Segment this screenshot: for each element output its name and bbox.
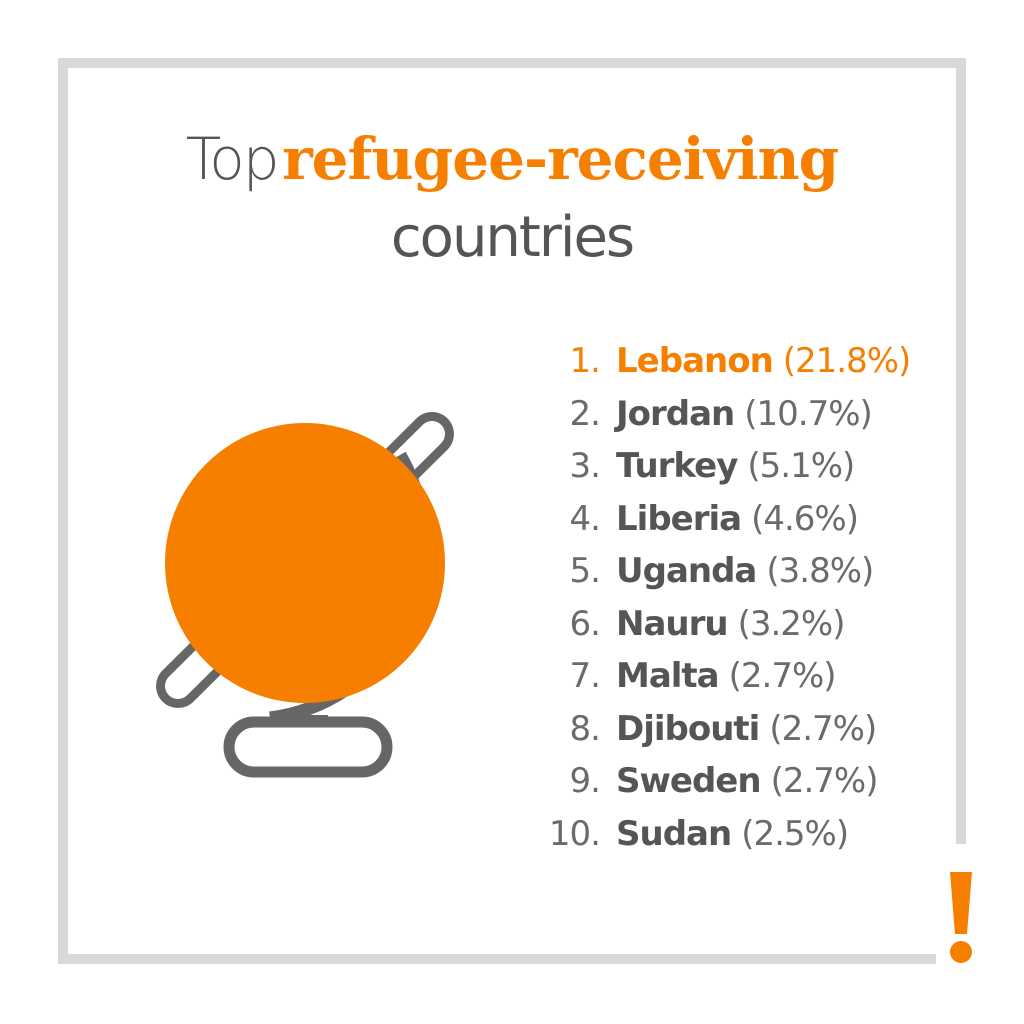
ranking-number: 4. bbox=[569, 498, 601, 539]
ranking-number: 7. bbox=[569, 656, 601, 696]
ranking-item: 8. Djibouti (2.7%) bbox=[540, 709, 910, 762]
globe-base bbox=[223, 716, 393, 778]
ranking-item: 5. Uganda (3.8%) bbox=[540, 551, 910, 604]
globe-sphere bbox=[165, 423, 445, 703]
country-name: Nauru bbox=[616, 603, 729, 644]
ranking-number: 3. bbox=[569, 446, 601, 486]
title-highlight: refugee-receiving bbox=[282, 125, 839, 193]
country-name: Malta bbox=[616, 656, 720, 696]
ranking-item: 2. Jordan (10.7%) bbox=[540, 394, 910, 447]
globe-icon bbox=[156, 412, 454, 778]
ranking-number: 9. bbox=[569, 761, 601, 801]
country-ranking-list: 1. Lebanon (21.8%) 2. Jordan (10.7%) 3. Turkey(… bbox=[540, 341, 912, 867]
country-name: Djibouti bbox=[616, 708, 760, 749]
title-line-1: Top refugee-receiving bbox=[0, 130, 1024, 202]
ranking-item: 4. Liberia (4.6%) bbox=[540, 499, 910, 552]
ranking-number: 5. bbox=[569, 551, 601, 591]
ranking-number: 6. bbox=[569, 603, 601, 644]
title-prefix: Top bbox=[185, 125, 280, 193]
ranking-item: 10. Sudan (2.5%) bbox=[540, 814, 910, 867]
ranking-item: 6. Nauru (3.2%) bbox=[540, 604, 910, 657]
title-line-2: countries bbox=[0, 210, 1024, 266]
frame-left-border bbox=[58, 58, 68, 964]
country-name: Turkey bbox=[616, 446, 738, 486]
country-share: (4.6%) bbox=[751, 498, 859, 539]
country-share: (2.7%) bbox=[770, 761, 879, 801]
page-title: Top refugee-receiving countries bbox=[0, 130, 1024, 266]
country-share: (5.1%) bbox=[747, 446, 855, 486]
country-name: Sudan bbox=[616, 813, 732, 854]
country-name: Liberia bbox=[616, 498, 742, 539]
frame-right-border bbox=[956, 58, 966, 844]
ranking-number: 2. bbox=[569, 393, 601, 434]
country-share: (3.8%) bbox=[766, 551, 874, 591]
ranking-item: 3. Turkey (5.1%) bbox=[540, 446, 910, 499]
ranking-number: 10. bbox=[548, 813, 601, 854]
country-share: (10.7%) bbox=[744, 393, 873, 434]
title-suffix: countries bbox=[390, 205, 635, 270]
ranking-number: 1. bbox=[569, 341, 601, 381]
frame-top-border bbox=[58, 58, 966, 68]
country-name: Lebanon bbox=[616, 341, 774, 381]
country-share: (2.5%) bbox=[741, 813, 849, 854]
country-share: (2.7%) bbox=[728, 656, 837, 696]
exclamation-icon bbox=[950, 872, 972, 963]
country-share: (21.8%) bbox=[782, 341, 912, 381]
frame-bottom-border bbox=[58, 954, 936, 964]
ranking-number: 8. bbox=[569, 708, 601, 749]
country-share: (3.2%) bbox=[737, 603, 846, 644]
ranking-item: 7. Malta (2.7%) bbox=[540, 656, 910, 709]
ranking-item: 1. Lebanon (21.8%) bbox=[540, 341, 912, 394]
country-name: Jordan bbox=[616, 393, 735, 434]
country-name: Uganda bbox=[616, 551, 757, 591]
country-share: (2.7%) bbox=[769, 708, 877, 749]
ranking-item: 9. Sweden (2.7%) bbox=[540, 761, 910, 814]
country-name: Sweden bbox=[616, 761, 762, 801]
